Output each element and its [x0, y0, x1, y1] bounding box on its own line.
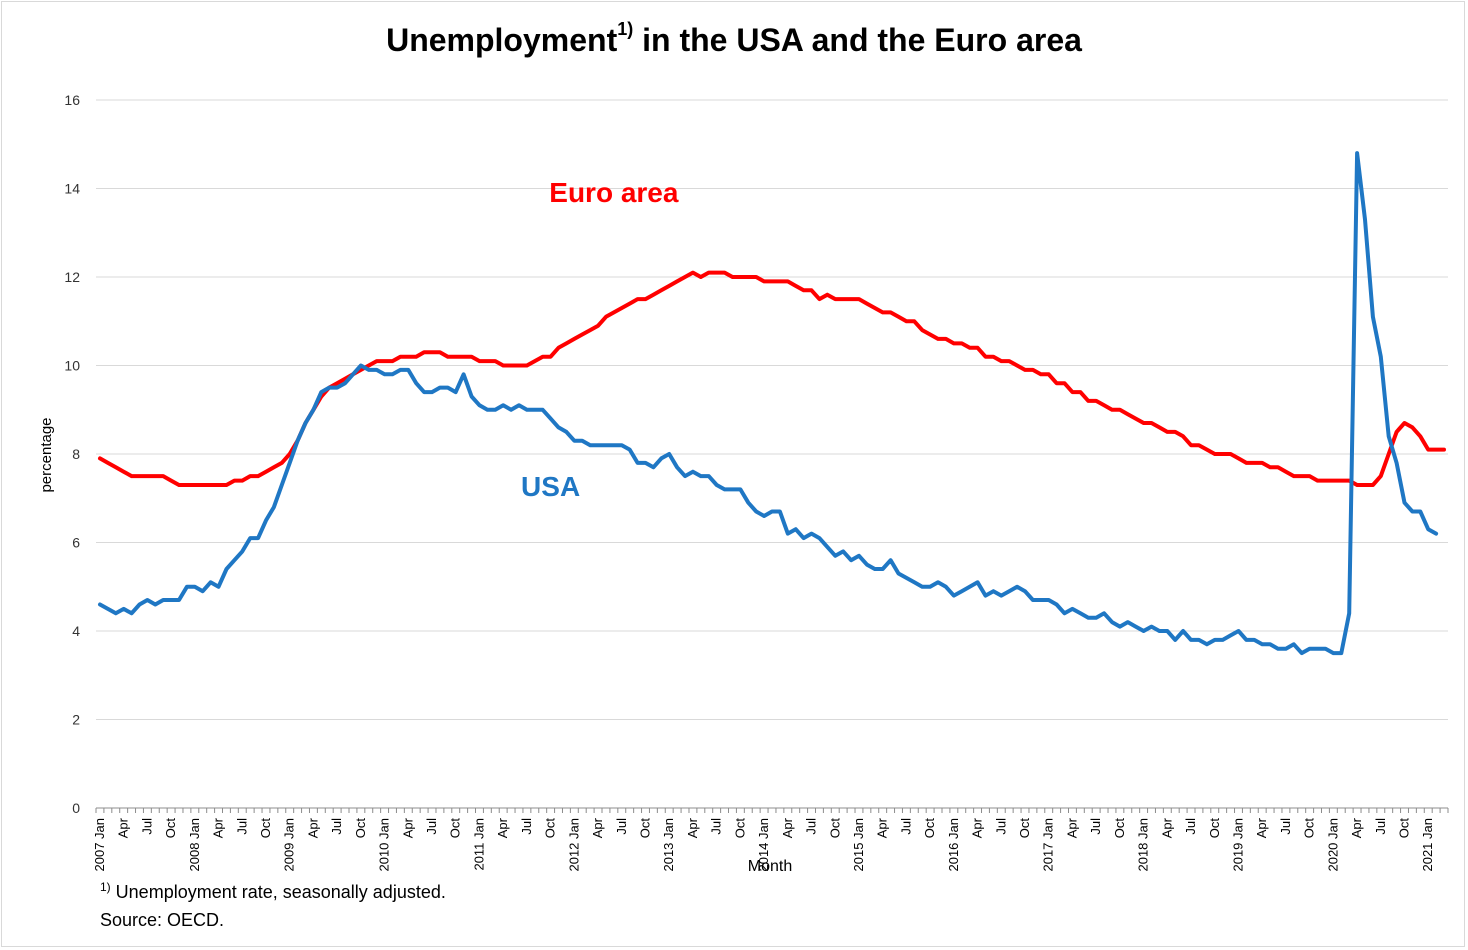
x-tick-label: Oct: [732, 818, 747, 839]
x-tick-label: Oct: [922, 818, 937, 839]
x-tick-label: Oct: [1112, 818, 1127, 839]
x-tick-label: Jul: [424, 818, 439, 835]
y-tick-label: 8: [72, 446, 80, 462]
y-tick-label: 0: [72, 800, 80, 816]
x-tick-label: Apr: [495, 817, 510, 838]
y-tick-label: 10: [64, 358, 80, 374]
x-tick-label: Oct: [1397, 818, 1412, 839]
x-tick-label: Apr: [590, 817, 605, 838]
x-tick-label: Oct: [258, 818, 273, 839]
x-tick-label: Jul: [993, 818, 1008, 835]
series-line-usa: [98, 151, 1439, 656]
series-label-euro-area: Euro area: [549, 177, 679, 208]
x-tick-label: 2014 Jan: [756, 818, 771, 872]
title-rest: in the USA and the Euro area: [633, 22, 1082, 58]
x-tick-label: 2007 Jan: [92, 818, 107, 872]
x-tick-label: Apr: [1349, 817, 1364, 838]
y-tick-label: 14: [64, 181, 80, 197]
y-tick-label: 16: [64, 92, 80, 108]
x-tick-label: Jul: [1373, 818, 1388, 835]
y-axis-label: percentage: [38, 417, 55, 492]
footnote-marker: 1): [100, 880, 111, 894]
y-tick-label: 12: [64, 269, 80, 285]
x-tick-label: 2018 Jan: [1136, 818, 1151, 872]
x-tick-label: Apr: [875, 817, 890, 838]
x-tick-label: Jul: [614, 818, 629, 835]
x-tick-label: Oct: [1302, 818, 1317, 839]
x-tick-label: Oct: [827, 818, 842, 839]
x-tick-label: Jul: [234, 818, 249, 835]
x-tick-label: Apr: [1254, 817, 1269, 838]
x-tick-label: Jul: [139, 818, 154, 835]
x-tick-label: 2013 Jan: [661, 818, 676, 872]
x-tick-label: Oct: [448, 818, 463, 839]
source-note: Source: OECD.: [100, 910, 225, 930]
title-text: Unemployment: [386, 22, 618, 58]
x-tick-label: Oct: [1017, 818, 1032, 839]
x-tick-label: 2017 Jan: [1041, 818, 1056, 872]
x-tick-label: Oct: [1207, 818, 1222, 839]
x-tick-label: 2019 Jan: [1230, 818, 1245, 872]
x-tick-label: Oct: [353, 818, 368, 839]
x-tick-label: Apr: [211, 817, 226, 838]
y-tick-label: 4: [72, 623, 80, 639]
x-tick-label: Apr: [685, 817, 700, 838]
x-tick-label: Jul: [804, 818, 819, 835]
title-footnote-marker: 1): [617, 19, 634, 40]
x-tick-label: Apr: [1159, 817, 1174, 838]
x-tick-label: Jul: [1183, 818, 1198, 835]
x-tick-label: Jul: [1278, 818, 1293, 835]
y-tick-label: 2: [72, 712, 80, 728]
footnote: 1) Unemployment rate, seasonally adjuste…: [100, 880, 446, 903]
x-tick-label: 2016 Jan: [946, 818, 961, 872]
x-tick-label: Apr: [780, 817, 795, 838]
x-tick-label: Apr: [116, 817, 131, 838]
x-tick-label: 2012 Jan: [566, 818, 581, 872]
x-tick-label: 2010 Jan: [377, 818, 392, 872]
footnote-text: Unemployment rate, seasonally adjusted.: [110, 882, 446, 902]
x-tick-label: Apr: [970, 817, 985, 838]
x-tick-label: Apr: [1064, 817, 1079, 838]
x-tick-label: Jul: [329, 818, 344, 835]
x-tick-label: Jul: [519, 818, 534, 835]
x-tick-label: Apr: [305, 817, 320, 838]
series-label-usa: USA: [521, 471, 580, 502]
x-tick-label: 2009 Jan: [282, 818, 297, 872]
x-tick-label: Jul: [898, 818, 913, 835]
chart-title: Unemployment1) in the USA and the Euro a…: [0, 19, 1468, 59]
y-tick-label: 6: [72, 535, 80, 551]
x-tick-label: Oct: [543, 818, 558, 839]
x-tick-label: Jul: [1088, 818, 1103, 835]
x-tick-label: 2011 Jan: [471, 818, 486, 871]
x-tick-label: 2021 Jan: [1420, 818, 1435, 872]
x-tick-label: Apr: [400, 817, 415, 838]
x-tick-label: Oct: [637, 818, 652, 839]
x-axis-label: Month: [748, 858, 792, 875]
x-tick-label: Oct: [163, 818, 178, 839]
x-tick-label: 2008 Jan: [187, 818, 202, 872]
x-tick-label: Jul: [709, 818, 724, 835]
x-tick-label: 2015 Jan: [851, 818, 866, 872]
series-line-euro-area: [98, 270, 1446, 487]
x-tick-label: 2020 Jan: [1325, 818, 1340, 872]
